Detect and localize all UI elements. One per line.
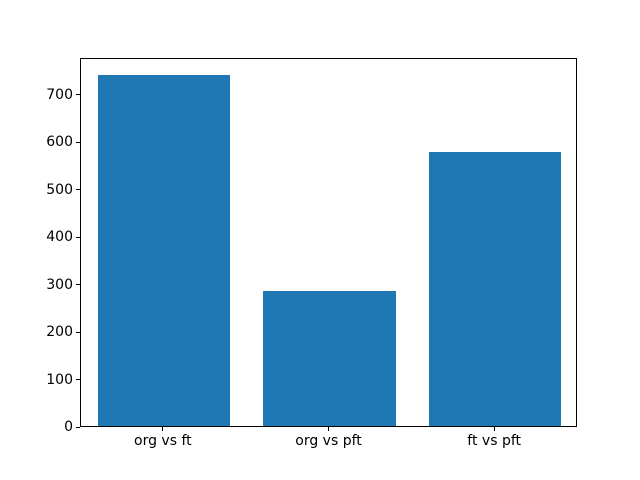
- x-tick-label: org vs pft: [295, 433, 362, 449]
- y-tick-label: 600: [46, 134, 73, 151]
- bar-org-vs-pft: [263, 291, 396, 426]
- y-tick-mark: [76, 331, 80, 333]
- y-tick-label: 200: [46, 324, 73, 341]
- y-tick-mark: [76, 141, 80, 143]
- y-tick-mark: [76, 426, 80, 428]
- y-tick-mark: [76, 236, 80, 238]
- y-tick-label: 0: [64, 419, 73, 435]
- y-tick-mark: [76, 189, 80, 191]
- y-tick-mark: [76, 379, 80, 380]
- y-tick-mark: [76, 94, 80, 96]
- y-tick-mark: [76, 284, 80, 286]
- x-tick-mark: [493, 427, 495, 431]
- y-tick-label: 300: [46, 276, 73, 293]
- x-tick-label: org vs ft: [134, 433, 192, 449]
- plot-area: [80, 58, 577, 427]
- y-tick-label: 100: [46, 371, 73, 388]
- bar-ft-vs-pft: [428, 151, 562, 426]
- bar-org-vs-ft: [97, 74, 231, 426]
- y-tick-label: 400: [46, 229, 73, 246]
- y-tick-label: 700: [46, 86, 73, 103]
- x-tick-mark: [328, 427, 329, 431]
- y-tick-label: 500: [46, 181, 73, 198]
- x-tick-label: ft vs pft: [467, 433, 522, 449]
- x-tick-mark: [162, 427, 164, 431]
